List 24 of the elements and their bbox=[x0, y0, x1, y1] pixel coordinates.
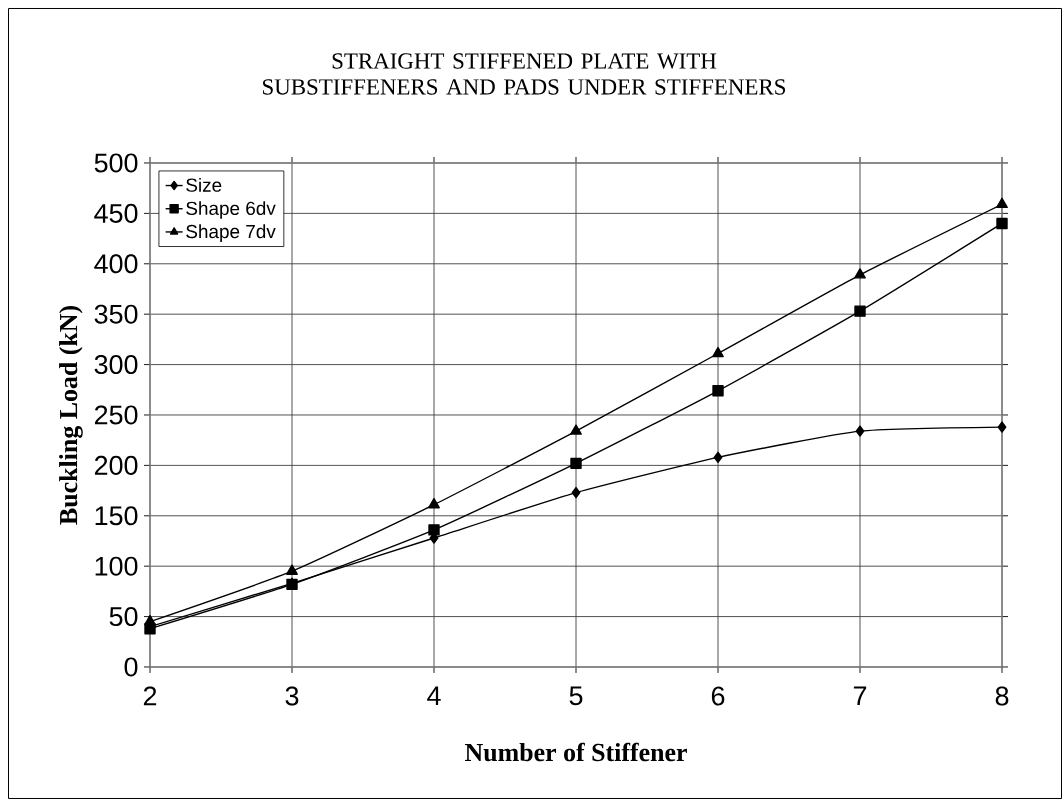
y-tick-label: 100 bbox=[95, 556, 138, 576]
y-tick-label: 300 bbox=[94, 355, 138, 375]
x-tick-label: 7 bbox=[853, 686, 867, 706]
y-tick-label: 350 bbox=[94, 304, 138, 324]
x-tick-label: 5 bbox=[569, 686, 583, 706]
x-tick-label: 4 bbox=[427, 686, 441, 706]
y-tick-label: 250 bbox=[94, 405, 138, 425]
y-tick-label: 150 bbox=[95, 506, 138, 526]
y-tick-label: 400 bbox=[94, 254, 138, 274]
x-tick-label: 6 bbox=[711, 686, 725, 706]
x-tick-label: 8 bbox=[995, 686, 1009, 706]
legend-label: Shape 7dv bbox=[186, 224, 276, 242]
y-tick-label: 500 bbox=[94, 153, 138, 173]
x-axis-title: Number of Stiffener bbox=[465, 742, 687, 762]
y-axis-title: Buckling Load (kN) bbox=[59, 306, 83, 525]
x-tick-label: 3 bbox=[285, 686, 299, 706]
y-tick-label: 200 bbox=[94, 455, 138, 475]
y-tick-label: 450 bbox=[94, 203, 138, 223]
legend-label: Shape 6dv bbox=[186, 201, 276, 219]
y-tick-label: 0 bbox=[124, 657, 138, 677]
y-tick-label: 50 bbox=[109, 607, 138, 627]
legend-label: Size bbox=[186, 177, 222, 192]
x-tick-label: 2 bbox=[143, 686, 157, 706]
chart-title: STRAIGHT STIFFENED PLATE WITH SUBSTIFFENERS AND PADS UNDER STIFFENERS bbox=[263, 53, 786, 95]
